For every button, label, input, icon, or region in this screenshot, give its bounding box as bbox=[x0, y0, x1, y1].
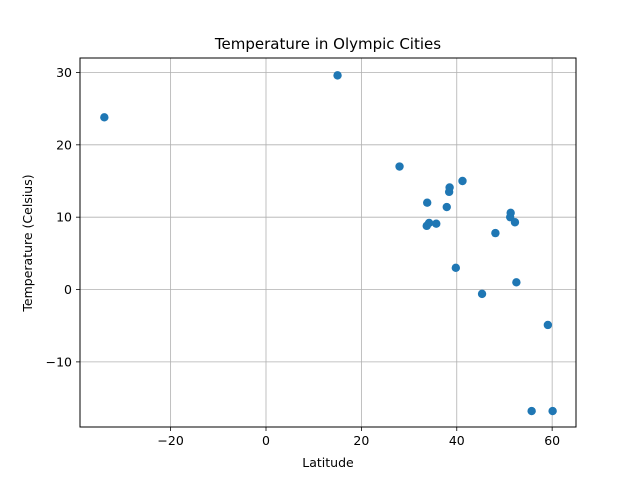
y-axis-ticks: −10 0 10 20 30 bbox=[46, 65, 80, 369]
x-axis-label: Latitude bbox=[302, 455, 354, 470]
y-tick-label: −10 bbox=[46, 354, 72, 369]
x-axis-ticks: −20 0 20 40 60 bbox=[157, 427, 560, 448]
data-point bbox=[543, 320, 553, 330]
x-tick-label: −20 bbox=[157, 433, 183, 448]
grid-lines bbox=[80, 58, 576, 427]
y-tick-label: 10 bbox=[56, 210, 72, 225]
y-tick-label: 20 bbox=[56, 137, 72, 152]
data-point bbox=[512, 278, 521, 287]
y-tick-label: 30 bbox=[56, 65, 72, 80]
y-axis-label: Temperature (Celsius) bbox=[20, 174, 35, 312]
data-point bbox=[100, 113, 109, 122]
x-tick-label: 40 bbox=[449, 433, 465, 448]
plot-frame bbox=[79, 57, 577, 428]
data-point bbox=[491, 228, 500, 238]
data-point bbox=[458, 176, 467, 186]
x-tick-label: 60 bbox=[544, 433, 560, 448]
data-point bbox=[333, 71, 342, 80]
data-point bbox=[432, 219, 441, 228]
data-point bbox=[548, 406, 557, 416]
x-tick-label: 0 bbox=[262, 433, 270, 448]
data-point bbox=[445, 183, 454, 192]
data-point bbox=[506, 208, 515, 218]
data-point bbox=[451, 263, 461, 273]
data-points bbox=[100, 71, 557, 416]
data-point bbox=[510, 218, 520, 227]
chart-title: Temperature in Olympic Cities bbox=[214, 35, 441, 53]
data-point bbox=[477, 289, 487, 299]
data-point bbox=[395, 162, 404, 171]
data-point bbox=[527, 406, 536, 416]
data-point bbox=[423, 198, 432, 207]
x-tick-label: 20 bbox=[353, 433, 369, 448]
y-tick-label: 0 bbox=[64, 282, 72, 297]
data-point bbox=[442, 202, 451, 212]
data-point bbox=[424, 218, 434, 228]
